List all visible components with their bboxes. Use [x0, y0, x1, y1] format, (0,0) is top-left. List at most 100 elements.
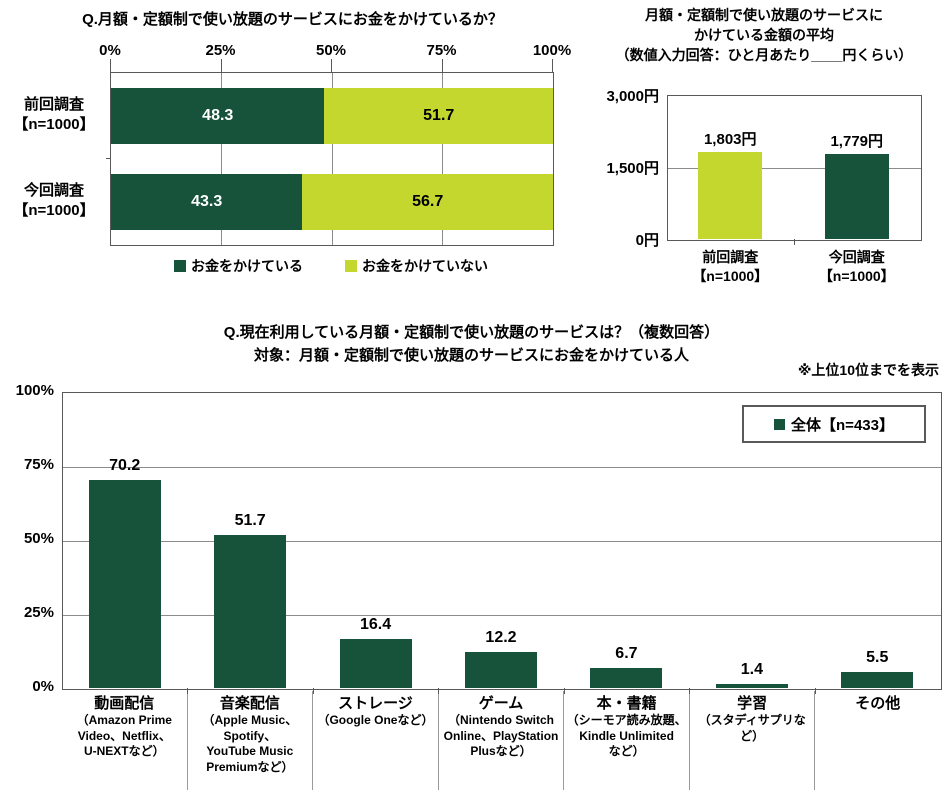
category-label-line: Plusなど） — [470, 744, 532, 758]
gridline — [668, 167, 921, 169]
category-label-line: （スタディサプリなど） — [698, 713, 806, 743]
x-tick-mark — [110, 59, 111, 72]
category-label: その他 — [815, 691, 940, 790]
category-label-line: （Google Oneなど） — [317, 713, 434, 727]
bar-segment: 56.7 — [302, 174, 553, 230]
category-label-line: 今回調査 — [23, 182, 84, 199]
category-label-line: 【n=1000】 — [13, 116, 95, 133]
bar-segment: 43.3 — [111, 174, 303, 230]
bar — [339, 639, 412, 688]
legend-item-not-spending: お金をかけていない — [345, 256, 488, 276]
category-label: ゲーム （Nintendo Switch Online、PlayStation Plu… — [439, 691, 565, 790]
value-label: 51.7 — [234, 511, 266, 529]
category-label: 音楽配信 （Apple Music、 Spotify、 YouTube Music Pr… — [188, 691, 314, 790]
bar — [214, 534, 287, 688]
value-label: 51.7 — [423, 107, 455, 124]
category-label-line: 【n=1000】 — [692, 268, 769, 284]
y-tick-label: 0% — [32, 678, 54, 695]
chart-note: ※上位10位までを表示 — [797, 362, 939, 378]
x-tick-mark — [438, 688, 440, 694]
gridline — [63, 540, 941, 542]
bar — [824, 153, 889, 239]
category-label-line: Online、PlayStation — [443, 728, 559, 743]
legend-item-spending: お金をかけている — [174, 256, 303, 276]
category-label-line: 【n=1000】 — [13, 202, 95, 219]
category-label-line: 音楽配信 — [219, 695, 280, 712]
gridline — [221, 73, 222, 245]
chart-title: 月額・定額制で使い放題のサービスに かけている金額の平均 （数値入力回答：ひと月… — [585, 5, 943, 65]
value-label: 5.5 — [866, 648, 889, 666]
x-tick-label: 75% — [426, 42, 457, 59]
y-tick-label: 3,000円 — [606, 88, 659, 105]
category-label: 今回調査 【n=1000】 — [787, 248, 927, 286]
gridline — [442, 73, 443, 245]
x-tick-mark — [441, 59, 443, 72]
chart-average-amount: 月額・定額制で使い放題のサービスに かけている金額の平均 （数値入力回答：ひと月… — [585, 0, 943, 305]
category-label: 学習 （スタディサプリなど） — [690, 691, 816, 790]
x-tick-label: 0% — [99, 42, 121, 59]
category-label: 今回調査【n=1000】 — [2, 181, 106, 221]
category-label-line: など） — [608, 744, 645, 758]
plot-area — [62, 392, 942, 690]
legend-swatch-not-spending — [345, 260, 357, 272]
legend-label: 全体【n=433】 — [791, 416, 894, 434]
legend: お金をかけている お金をかけていない — [110, 256, 552, 276]
x-tick-mark — [689, 688, 691, 694]
value-label: 1,803円 — [703, 131, 757, 149]
legend-swatch-total — [774, 418, 786, 430]
gridline — [331, 73, 333, 245]
category-label-line: （シーモア読み放題、 — [566, 713, 687, 727]
category-label-line: Video、Netflix、 — [77, 728, 171, 743]
legend-swatch-spending — [174, 260, 186, 272]
value-label: 16.4 — [359, 616, 392, 634]
bar-segment: 51.7 — [324, 88, 553, 144]
plot-area — [667, 95, 922, 241]
y-tick-label: 75% — [23, 456, 54, 473]
value-label: 12.2 — [485, 628, 517, 646]
category-label: 本・書籍 （シーモア読み放題、 Kindle Unlimited など） — [564, 691, 690, 790]
y-tick-label: 50% — [23, 530, 54, 547]
chart-spending-yesno: Q.月額・定額制で使い放題のサービスにお金をかけているか？ 48.3 51.7 43… — [0, 0, 585, 305]
category-label-line: 学習 — [737, 695, 768, 712]
bar — [715, 683, 788, 688]
category-label: ストレージ （Google Oneなど） — [313, 691, 439, 790]
gridline — [63, 466, 941, 468]
value-label: 6.7 — [615, 645, 638, 663]
y-tick-label: 100% — [15, 382, 54, 399]
y-tick-label: 0円 — [635, 232, 659, 249]
category-label-line: （Amazon Prime — [76, 713, 172, 727]
category-label-line: Premiumなど） — [206, 759, 294, 774]
value-label: 56.7 — [412, 193, 444, 210]
bar-segment: 48.3 — [111, 88, 325, 144]
category-label-line: U-NEXTなど） — [83, 744, 165, 758]
legend-box: 全体【n=433】 — [742, 405, 926, 443]
y-tick-label: 1,500円 — [606, 160, 659, 177]
gridline — [63, 614, 941, 616]
plot-area: 48.3 51.7 43.3 56.7 — [110, 72, 554, 246]
category-label-line: その他 — [855, 695, 901, 712]
x-tick-mark — [312, 688, 314, 694]
bar — [698, 152, 763, 239]
bar — [841, 671, 914, 688]
chart-title-line: かけている金額の平均 — [694, 27, 834, 43]
category-label-line: 今回調査 — [828, 249, 885, 265]
chart-title-line: 月額・定額制で使い放題のサービスに — [645, 7, 883, 23]
category-label-line: 前回調査 — [702, 249, 759, 265]
value-label: 43.3 — [191, 193, 223, 210]
category-label: 動画配信 （Amazon Prime Video、Netflix、 U-NEXTなど） — [62, 691, 188, 790]
category-label: 前回調査【n=1000】 — [2, 95, 106, 135]
chart-title-line: 対象：月額・定額制で使い放題のサービスにお金をかけている人 — [253, 347, 689, 364]
x-tick-mark — [563, 688, 565, 694]
value-label: 1.4 — [740, 660, 763, 678]
value-label: 70.2 — [109, 457, 141, 475]
bar — [88, 480, 161, 688]
chart-services-used: Q.現在利用している月額・定額制で使い放題のサービスは？（複数回答） 対象：月額… — [0, 315, 943, 800]
category-label-line: 動画配信 — [94, 695, 155, 712]
legend-label: お金をかけている — [191, 258, 303, 274]
x-tick-mark — [552, 59, 553, 72]
x-tick-mark — [793, 239, 795, 245]
chart-title-line: （数値入力回答：ひと月あたり____円くらい） — [615, 47, 913, 63]
category-label-line: 前回調査 — [23, 96, 84, 113]
category-label-line: ゲーム — [478, 695, 524, 712]
